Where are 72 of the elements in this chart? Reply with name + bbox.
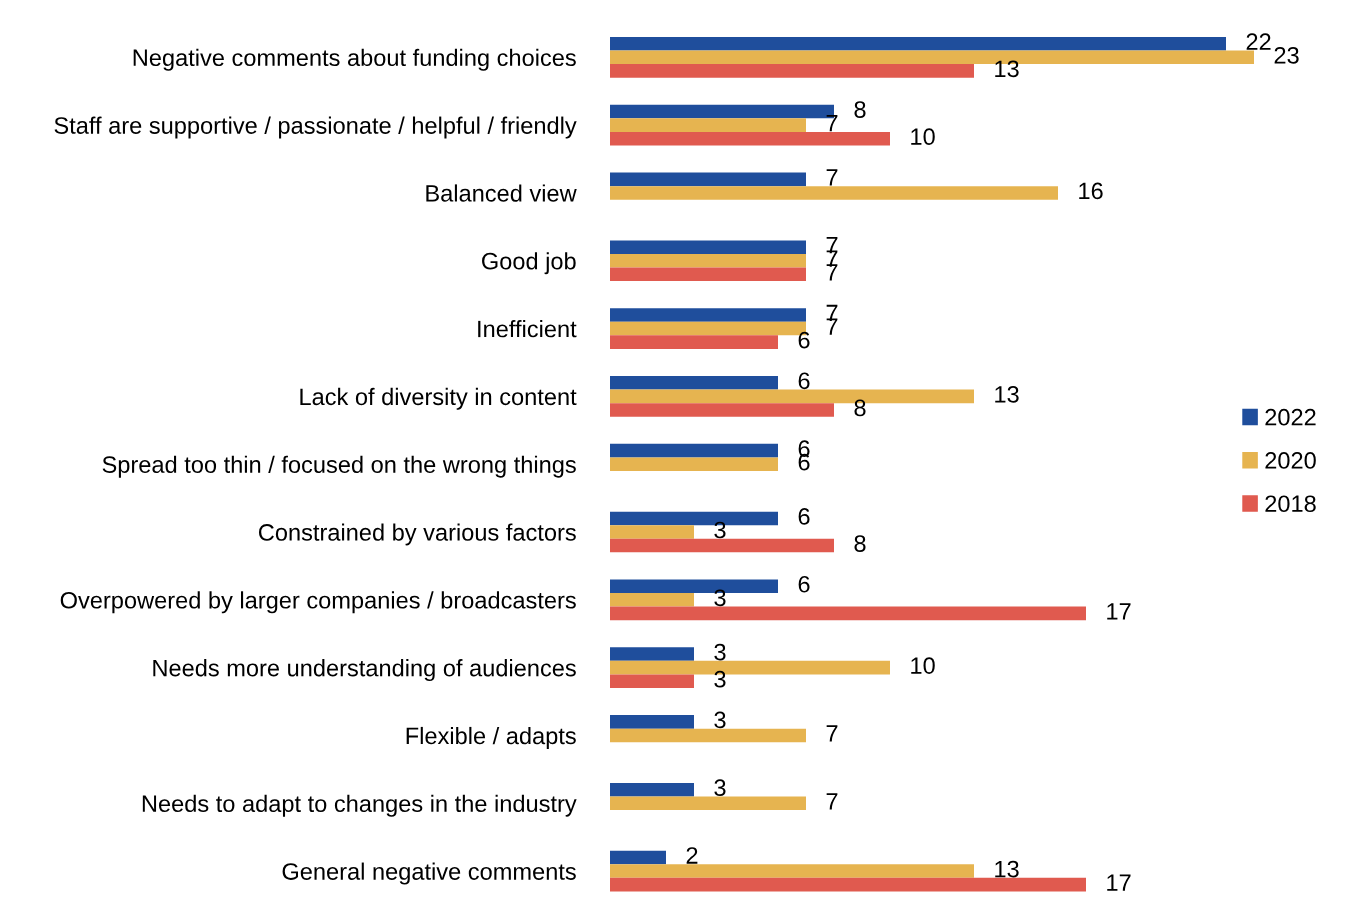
data-label: 8: [854, 535, 866, 552]
data-label: 22: [1246, 33, 1271, 50]
y-tick-label: Flexible / adapts: [406, 726, 576, 749]
bar: [610, 674, 694, 688]
bar: [610, 131, 890, 146]
bar: [610, 457, 778, 471]
data-label: 6: [798, 331, 810, 349]
bar: [610, 240, 806, 254]
bar: [610, 376, 778, 390]
data-label: 10: [911, 657, 935, 674]
data-label: 3: [714, 711, 726, 729]
y-tick-label: Good job: [482, 252, 576, 275]
data-label: 6: [798, 575, 810, 593]
bar: [610, 850, 666, 865]
data-label: 3: [714, 779, 726, 797]
data-label: 10: [911, 128, 935, 146]
data-label: 17: [1107, 874, 1131, 891]
y-tick-label: Balanced view: [426, 184, 577, 202]
data-label: 2: [686, 847, 698, 864]
bar: [610, 864, 974, 878]
y-tick-label: Constrained by various factors: [258, 523, 576, 546]
bar: [610, 36, 1226, 51]
legend-label: 2022: [1265, 408, 1316, 426]
bar: [610, 335, 778, 349]
data-label: 3: [714, 521, 726, 539]
bar: [610, 186, 1058, 200]
y-tick-label: General negative comments: [282, 862, 576, 885]
data-label: 6: [798, 372, 810, 390]
data-label: 3: [714, 589, 726, 607]
bar: [610, 403, 834, 417]
bar: [610, 593, 694, 607]
data-label: 13: [995, 386, 1019, 403]
y-tick-label: Needs more understanding of audiences: [153, 659, 576, 682]
data-label: 3: [714, 670, 726, 688]
data-label: 7: [826, 169, 838, 186]
bar: [610, 538, 834, 553]
bar: [610, 877, 1086, 892]
data-label: 23: [1274, 46, 1299, 64]
y-tick-label: Spread too thin / focused on the wrong things: [102, 455, 576, 478]
data-label: 8: [854, 399, 866, 417]
data-label: 3: [714, 643, 726, 661]
y-tick-label: Negative comments about funding choices: [133, 48, 576, 71]
data-label: 7: [826, 725, 838, 742]
bar: [610, 443, 778, 458]
y-tick-label: Lack of diversity in content: [300, 387, 577, 410]
data-label: 8: [854, 101, 866, 118]
bar: [610, 64, 974, 78]
data-label: 17: [1107, 603, 1131, 620]
bar: [610, 715, 694, 729]
y-tick-label: Overpowered by larger companies / broadcasters: [60, 591, 576, 614]
data-label: 13: [995, 860, 1019, 878]
bar: [610, 267, 806, 282]
bar: [610, 782, 694, 797]
data-label: 7: [826, 793, 838, 810]
data-label: 16: [1079, 182, 1103, 200]
bar: [610, 796, 806, 811]
bar: [610, 308, 806, 322]
bar: [610, 525, 694, 539]
legend-label: 2018: [1265, 495, 1316, 513]
bar: [610, 118, 806, 132]
bar: [610, 647, 694, 661]
bar: [610, 253, 806, 268]
y-tick-label: Needs to adapt to changes in the industry: [142, 794, 577, 817]
data-label: 7: [826, 114, 838, 132]
data-label: 6: [798, 508, 810, 525]
bar: [610, 606, 1086, 621]
data-label: 13: [995, 60, 1019, 78]
y-tick-label: Staff are supportive / passionate / helpful / friendly: [54, 116, 577, 139]
legend-label: 2020: [1265, 452, 1316, 469]
bar: [610, 172, 806, 187]
bar: [610, 728, 806, 743]
y-tick-label: Inefficient: [478, 320, 577, 338]
